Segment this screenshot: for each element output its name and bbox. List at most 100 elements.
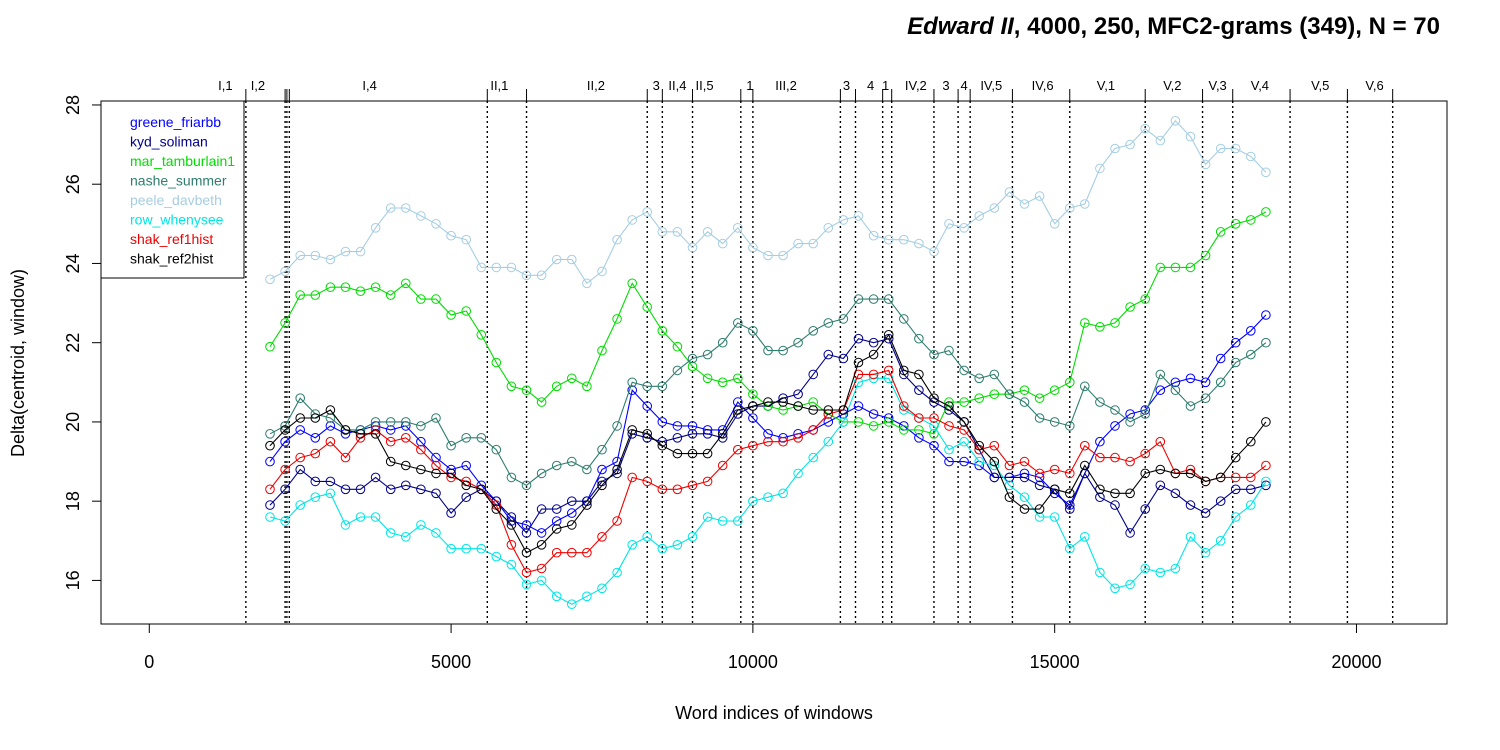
data-point bbox=[793, 433, 803, 443]
data-point bbox=[295, 290, 306, 300]
data-point bbox=[280, 266, 290, 277]
data-point bbox=[1261, 207, 1271, 217]
data-point bbox=[899, 365, 909, 376]
data-point bbox=[265, 512, 275, 522]
data-point bbox=[1095, 397, 1105, 407]
x-tick-label: 10000 bbox=[728, 652, 778, 672]
data-point bbox=[914, 425, 924, 435]
data-point bbox=[431, 468, 441, 479]
data-point bbox=[325, 488, 336, 499]
data-point bbox=[1080, 318, 1090, 328]
data-point bbox=[506, 559, 517, 570]
data-point bbox=[325, 413, 336, 423]
data-point bbox=[280, 516, 290, 526]
data-point bbox=[355, 429, 366, 439]
data-point bbox=[778, 345, 788, 356]
data-point bbox=[868, 337, 879, 348]
data-point bbox=[295, 464, 306, 475]
data-point bbox=[416, 464, 426, 475]
data-point bbox=[567, 496, 577, 507]
data-point bbox=[280, 436, 290, 447]
data-point bbox=[355, 246, 366, 257]
y-axis-label: Delta(centroid, window) bbox=[8, 269, 28, 457]
data-point bbox=[506, 262, 517, 273]
data-point bbox=[491, 504, 502, 514]
series-peele_davbeth bbox=[265, 116, 1271, 289]
data-point bbox=[567, 373, 577, 384]
data-point bbox=[868, 421, 879, 431]
data-point bbox=[1004, 460, 1015, 471]
data-point bbox=[853, 401, 864, 411]
data-point bbox=[1200, 159, 1211, 170]
data-point bbox=[853, 417, 864, 427]
data-point bbox=[1246, 436, 1256, 447]
data-point bbox=[914, 413, 924, 423]
plot-frame bbox=[100, 100, 1448, 625]
data-point bbox=[416, 211, 426, 221]
data-point bbox=[702, 227, 713, 237]
data-point bbox=[1170, 116, 1181, 126]
data-point bbox=[627, 472, 638, 483]
data-point bbox=[1125, 579, 1135, 590]
data-point bbox=[717, 377, 728, 388]
data-point bbox=[401, 460, 411, 471]
data-point bbox=[883, 330, 894, 340]
data-point bbox=[1019, 504, 1030, 514]
data-point bbox=[567, 520, 577, 530]
data-point bbox=[1185, 500, 1196, 510]
data-point bbox=[551, 460, 562, 471]
data-point bbox=[1065, 488, 1075, 499]
data-point bbox=[763, 436, 773, 447]
data-point bbox=[899, 425, 909, 435]
data-point bbox=[355, 286, 366, 297]
series-kyd_soliman bbox=[265, 333, 1271, 538]
data-point bbox=[868, 294, 879, 304]
data-point bbox=[657, 484, 668, 495]
data-point bbox=[642, 207, 653, 217]
legend-box bbox=[100, 100, 245, 279]
scene-label: IV,5 bbox=[980, 78, 1002, 93]
data-point bbox=[416, 520, 426, 530]
data-point bbox=[1170, 385, 1181, 396]
y-tick-label: 18 bbox=[63, 491, 83, 511]
series-mar_tamburlain1 bbox=[265, 207, 1271, 439]
data-point bbox=[491, 444, 502, 455]
data-point bbox=[959, 456, 969, 467]
data-point bbox=[883, 373, 894, 384]
data-point bbox=[310, 290, 321, 300]
data-point bbox=[944, 456, 954, 467]
data-point bbox=[295, 393, 306, 404]
data-point bbox=[717, 337, 728, 348]
data-point bbox=[265, 274, 275, 285]
data-point bbox=[914, 238, 924, 249]
data-point bbox=[989, 440, 1000, 451]
data-point bbox=[1170, 488, 1181, 499]
data-point bbox=[929, 246, 939, 257]
data-point bbox=[1110, 405, 1120, 415]
data-point bbox=[1019, 456, 1030, 467]
series-shak_ref2hist bbox=[265, 330, 1271, 558]
data-point bbox=[778, 436, 788, 447]
data-point bbox=[778, 405, 788, 415]
data-point bbox=[1246, 484, 1256, 495]
scene-label: 1 bbox=[746, 78, 753, 93]
data-point bbox=[355, 484, 366, 495]
data-point bbox=[1095, 567, 1105, 578]
chart-title-italic: Edward II bbox=[907, 13, 1015, 40]
data-point bbox=[687, 353, 698, 364]
data-point bbox=[1065, 377, 1075, 388]
data-point bbox=[597, 444, 607, 455]
data-point bbox=[823, 318, 834, 328]
data-point bbox=[446, 468, 456, 479]
data-point bbox=[899, 401, 909, 411]
data-point bbox=[370, 512, 381, 522]
scene-label: I,1 bbox=[218, 78, 232, 93]
data-point bbox=[1110, 583, 1120, 594]
data-point bbox=[431, 413, 441, 423]
data-point bbox=[899, 314, 909, 324]
data-point bbox=[1246, 215, 1256, 225]
data-point bbox=[642, 302, 653, 312]
data-point bbox=[717, 516, 728, 526]
data-point bbox=[1080, 199, 1090, 209]
